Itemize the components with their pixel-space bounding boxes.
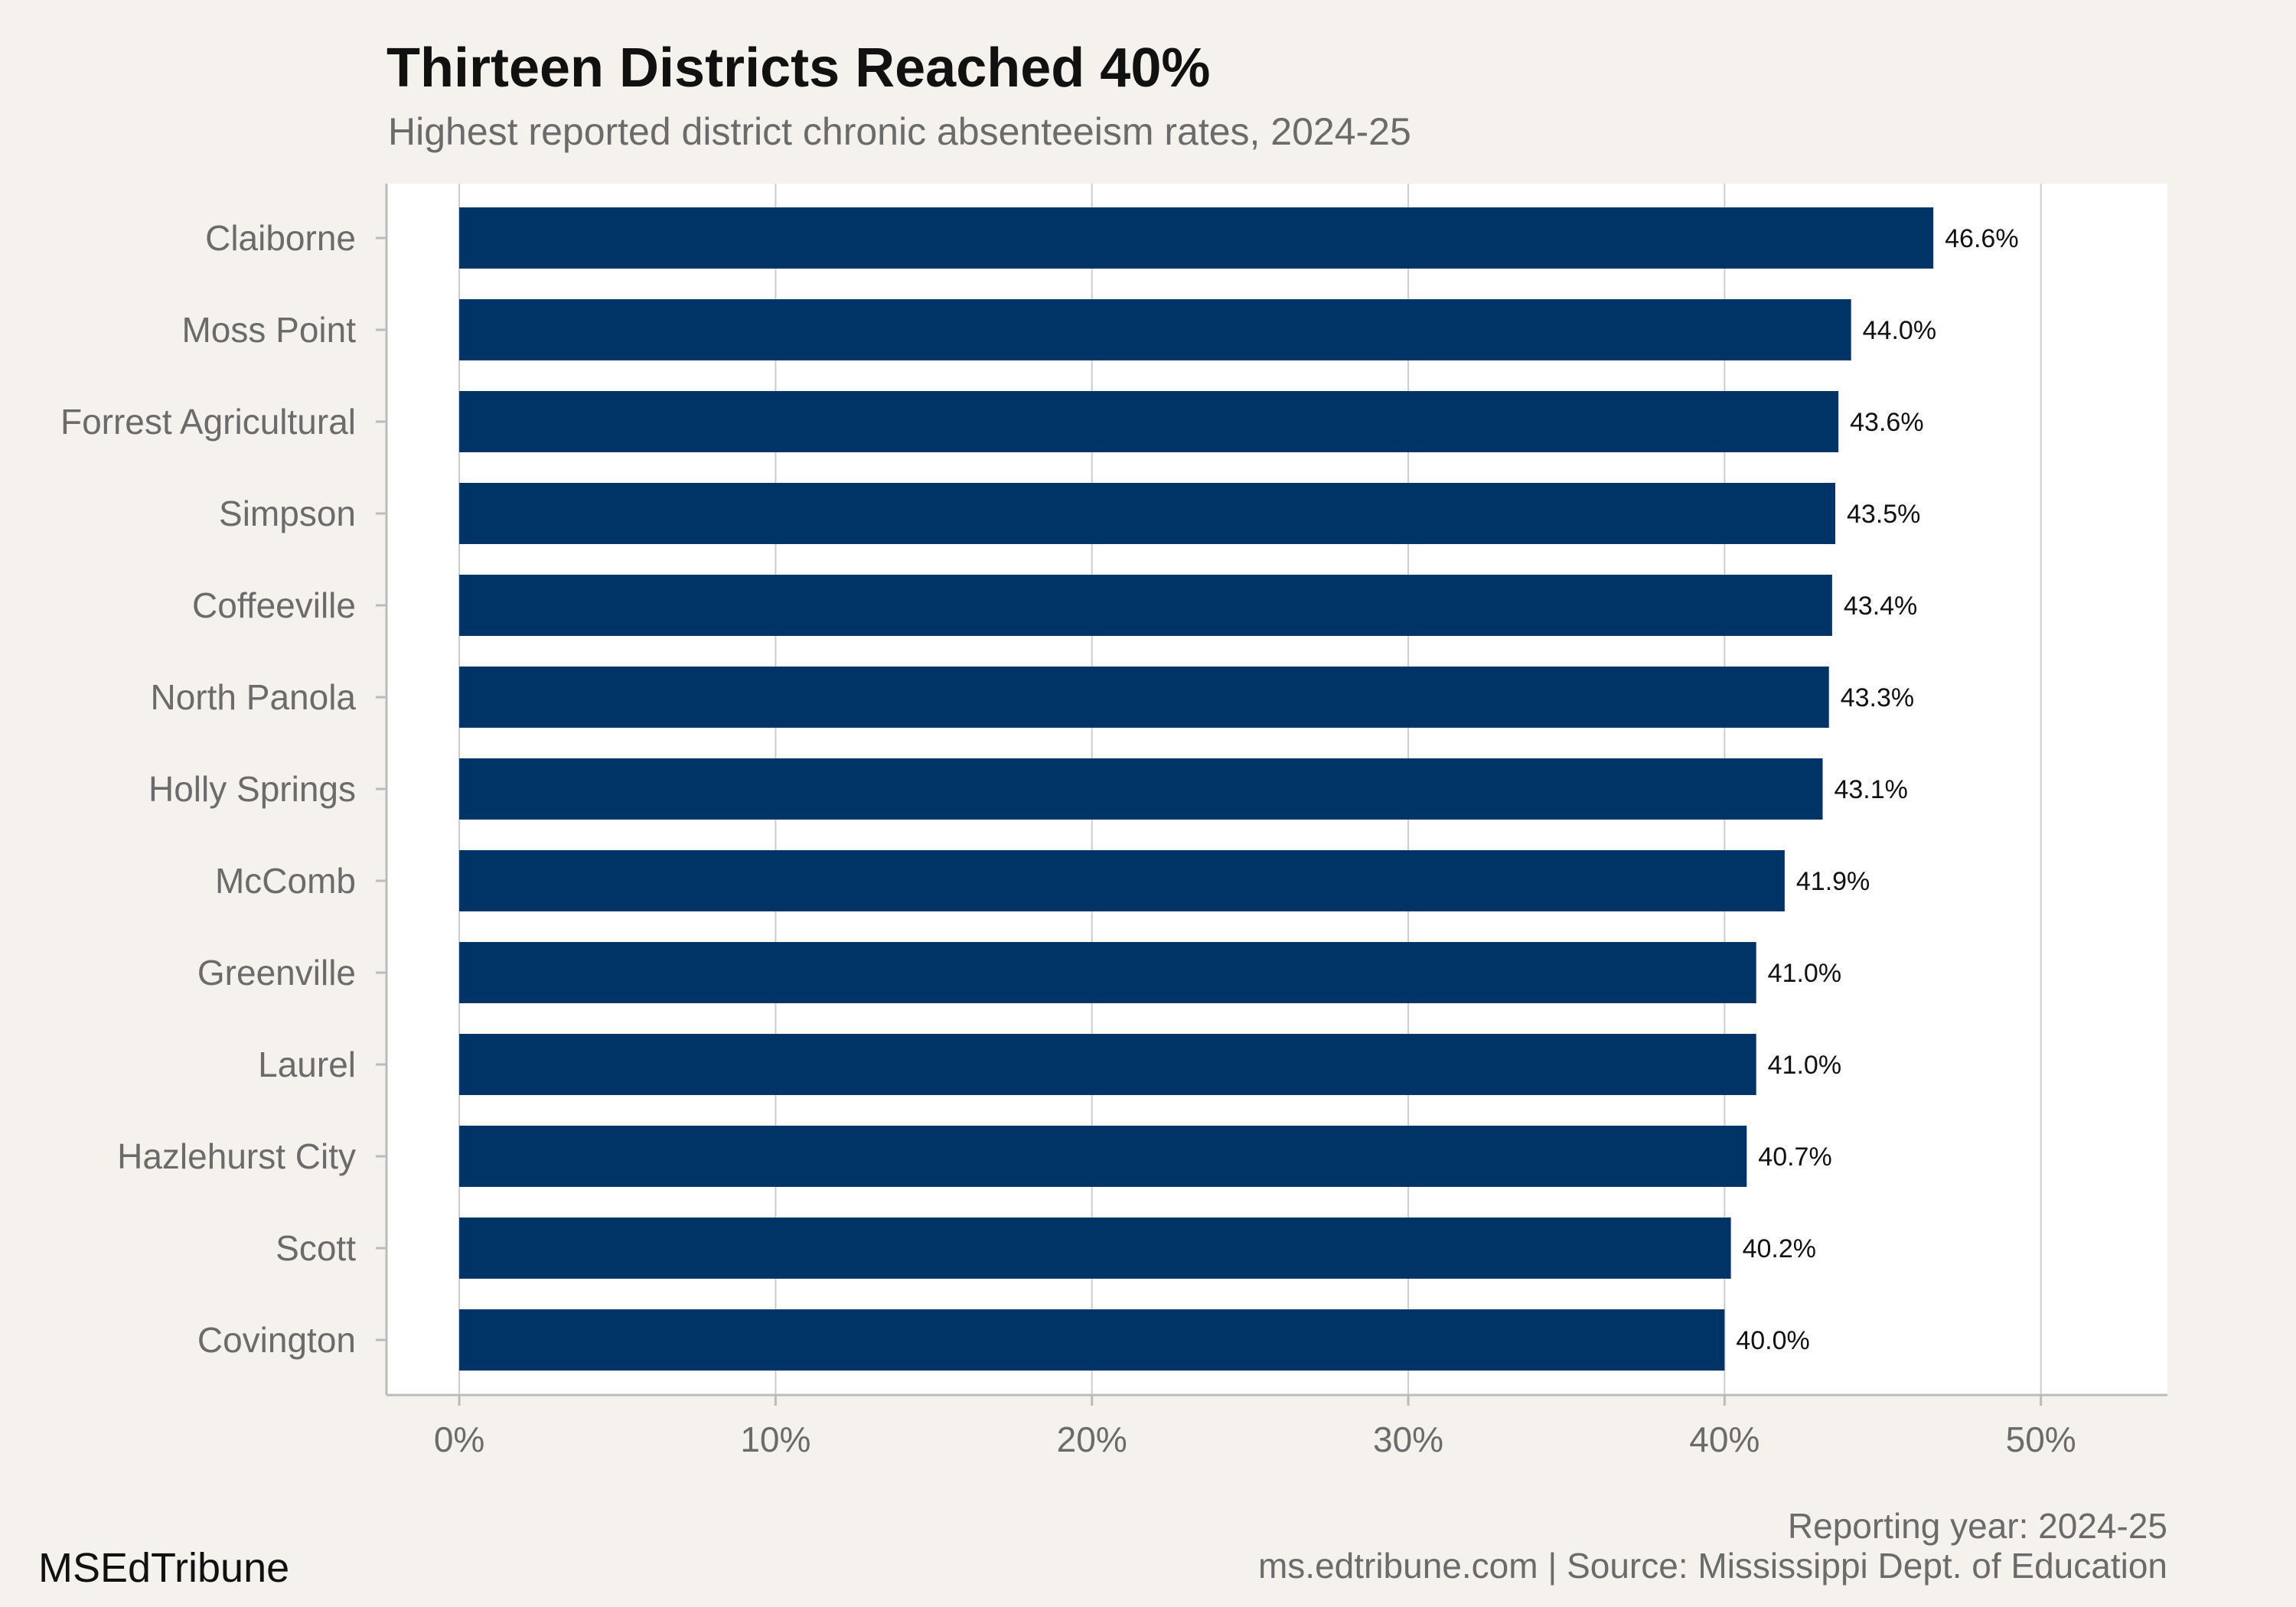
bar-mccomb bbox=[459, 850, 1785, 911]
value-label: 43.3% bbox=[1841, 683, 1914, 712]
category-label: Scott bbox=[276, 1228, 356, 1268]
bar-north-panola bbox=[459, 667, 1829, 728]
value-label: 40.7% bbox=[1758, 1143, 1831, 1172]
value-label: 41.0% bbox=[1768, 959, 1841, 988]
bar-scott bbox=[459, 1217, 1731, 1279]
category-label: McComb bbox=[215, 861, 356, 901]
value-label: 43.6% bbox=[1850, 408, 1923, 437]
bar-hazlehurst-city bbox=[459, 1126, 1747, 1187]
bar-moss-point bbox=[459, 299, 1851, 360]
bar-simpson bbox=[459, 483, 1836, 544]
category-label: Hazlehurst City bbox=[117, 1136, 356, 1176]
bar-greenville bbox=[459, 942, 1756, 1003]
category-label: Forrest Agricultural bbox=[60, 402, 356, 442]
bars bbox=[459, 207, 1934, 1371]
category-label: Covington bbox=[197, 1320, 356, 1360]
value-label: 43.1% bbox=[1834, 775, 1907, 804]
x-tick-label: 10% bbox=[740, 1420, 810, 1459]
bar-forrest-agricultural bbox=[459, 391, 1839, 452]
bar-claiborne bbox=[459, 207, 1934, 269]
bar-laurel bbox=[459, 1034, 1756, 1095]
category-label: Laurel bbox=[258, 1045, 356, 1084]
value-label: 41.0% bbox=[1768, 1051, 1841, 1080]
chart-subtitle: Highest reported district chronic absent… bbox=[388, 110, 1411, 153]
reporting-year-caption: Reporting year: 2024-25 bbox=[1788, 1506, 2167, 1546]
value-label: 40.2% bbox=[1743, 1234, 1816, 1263]
bar-holly-springs bbox=[459, 758, 1823, 820]
x-tick-label: 20% bbox=[1057, 1420, 1127, 1459]
category-label: Moss Point bbox=[181, 310, 356, 350]
value-label: 46.6% bbox=[1945, 224, 2018, 253]
brand-logo-text: MSEdTribune bbox=[38, 1545, 289, 1591]
labels: Claiborne 46.6% Moss Point 44.0% Forrest Agr… bbox=[60, 218, 2076, 1459]
x-tick-label: 0% bbox=[434, 1420, 484, 1459]
category-label: Claiborne bbox=[205, 218, 356, 258]
value-label: 40.0% bbox=[1736, 1326, 1809, 1355]
category-label: Coffeeville bbox=[192, 585, 356, 625]
chart-title: Thirteen Districts Reached 40% bbox=[386, 37, 1210, 99]
bar-coffeeville bbox=[459, 575, 1832, 636]
x-tick-label: 30% bbox=[1373, 1420, 1443, 1459]
value-label: 41.9% bbox=[1796, 867, 1870, 896]
source-caption: ms.edtribune.com | Source: Mississippi D… bbox=[1258, 1546, 2167, 1586]
x-tick-label: 40% bbox=[1689, 1420, 1760, 1459]
bar-covington bbox=[459, 1309, 1725, 1371]
axes bbox=[376, 184, 2167, 1406]
category-label: Holly Springs bbox=[148, 769, 356, 809]
category-label: Greenville bbox=[197, 953, 356, 993]
x-tick-label: 50% bbox=[2006, 1420, 2076, 1459]
category-label: North Panola bbox=[151, 677, 357, 717]
value-label: 43.5% bbox=[1847, 500, 1920, 529]
category-label: Simpson bbox=[219, 494, 356, 533]
value-label: 44.0% bbox=[1863, 316, 1936, 345]
value-label: 43.4% bbox=[1844, 592, 1917, 621]
